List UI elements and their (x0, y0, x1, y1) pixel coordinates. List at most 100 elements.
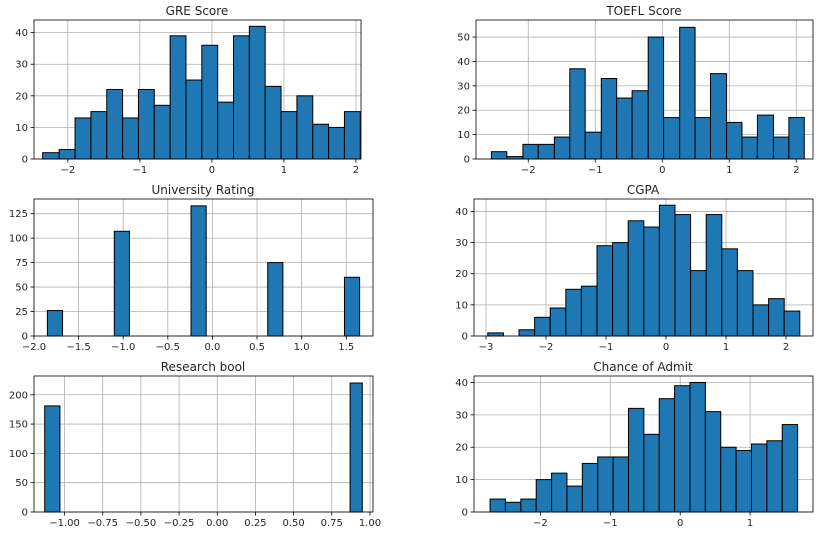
y-tick-label: 10 (455, 475, 468, 486)
histogram-bar (627, 220, 645, 337)
histogram-bar (720, 446, 737, 513)
x-tick-label: 0.25 (244, 518, 266, 529)
histogram-bar (280, 111, 298, 160)
y-tick-label: 10 (457, 130, 470, 141)
histogram-bar (674, 214, 692, 337)
histogram-bar (721, 248, 738, 337)
histogram-bar (612, 242, 629, 337)
histogram-bar (766, 440, 783, 513)
x-tick-label: −1 (133, 165, 148, 176)
histogram-bar (534, 316, 551, 337)
histogram-bar (90, 111, 108, 160)
x-tick-label: −0.25 (164, 518, 195, 529)
y-tick-label: 30 (455, 238, 468, 249)
x-tick-label: 1 (747, 518, 753, 529)
chart-title: University Rating (151, 183, 255, 197)
histogram-bar (756, 114, 774, 160)
histogram-bar (537, 143, 555, 160)
histogram-bar (643, 433, 660, 513)
histogram-bar (735, 449, 752, 513)
histogram-bar (596, 245, 614, 337)
y-tick-label: 0 (462, 332, 468, 343)
histogram-bar (689, 381, 706, 513)
x-tick-label: 1 (726, 165, 732, 176)
axes-frame (33, 375, 374, 513)
histogram-bar (643, 226, 660, 337)
x-tick-label: 0 (209, 165, 215, 176)
y-tick-label: 200 (9, 390, 28, 401)
histogram-bar (741, 136, 758, 160)
histogram-bar (349, 382, 363, 513)
histogram-bar (781, 424, 799, 513)
histogram-bar (549, 307, 567, 337)
y-tick-label: 40 (455, 378, 468, 389)
chart-panel-research-bool: −1.00 −0.75 −0.50 −0.25 0.00 0.25 0.50 0.75 1.00… (9, 360, 381, 529)
x-tick-label: −1 (599, 342, 614, 353)
y-tick-label: 0 (22, 332, 28, 343)
x-tick-label: 0.50 (282, 518, 304, 529)
axes-frame (473, 375, 814, 513)
histogram-bar (750, 443, 768, 513)
y-tick-label: 30 (457, 81, 470, 92)
axes-frame (473, 198, 814, 337)
x-tick-label: −0.75 (87, 518, 118, 529)
histogram-bar (296, 95, 314, 160)
x-tick-label: −2 (539, 342, 554, 353)
histogram-bar (580, 285, 598, 337)
histogram-bar (772, 136, 790, 160)
y-tick-label: 50 (15, 283, 28, 294)
histogram-bar (58, 149, 76, 160)
histogram-bar (581, 462, 599, 513)
y-tick-label: 20 (15, 91, 28, 102)
y-tick-label: 25 (15, 307, 28, 318)
y-tick-label: 30 (15, 60, 28, 71)
histogram-bar (783, 310, 801, 337)
x-tick-label: 0.75 (321, 518, 343, 529)
chart-panel-cgpa: −3 −2 −1 0 1 2 0 10 20 30 40 CGPA (455, 183, 814, 353)
histogram-bar (44, 405, 61, 513)
y-tick-label: 30 (455, 410, 468, 421)
axes-frame (475, 19, 814, 160)
histogram-bar (788, 117, 805, 160)
x-tick-label: 0.0 (204, 342, 220, 353)
histogram-svg: −1.00 −0.75 −0.50 −0.25 0.00 0.25 0.50 0.75 1.00… (9, 375, 381, 529)
histogram-bar (535, 479, 553, 513)
histogram-bar (768, 298, 785, 337)
histogram-bar (487, 332, 504, 337)
histogram-svg: −2.0 −1.5 −1.0 −0.5 0.0 0.5 1.0 1.5 0 25 50 75 100 12… (9, 198, 374, 353)
y-tick-label: 40 (457, 57, 470, 68)
y-tick-label: 40 (455, 207, 468, 218)
histogram-bar (566, 485, 583, 513)
axes-frame (33, 198, 374, 337)
histogram-bar (137, 89, 155, 160)
y-tick-label: 50 (457, 33, 470, 44)
chart-panel-toefl-score: −2 −1 0 1 2 0 10 20 30 40 50 TOEFL Score (457, 4, 814, 176)
y-tick-label: 40 (15, 28, 28, 39)
histogram-bar (504, 501, 522, 513)
histogram-bar (616, 97, 633, 160)
histogram-bar (631, 90, 649, 160)
histogram-bar (113, 230, 130, 337)
histogram-bar (627, 407, 645, 513)
histogram-bar (679, 26, 696, 160)
x-tick-label: 0 (663, 342, 669, 353)
x-tick-label: 2 (783, 342, 789, 353)
x-tick-label: −0.50 (126, 518, 157, 529)
histogram-bar (74, 117, 92, 160)
histogram-bar (264, 85, 282, 160)
y-tick-label: 10 (15, 123, 28, 134)
x-tick-label: 1.00 (359, 518, 381, 529)
x-tick-label: −2 (521, 165, 536, 176)
y-tick-label: 150 (9, 420, 28, 431)
histogram-bar (584, 131, 602, 160)
x-tick-label: 0 (659, 165, 665, 176)
x-tick-label: 1 (723, 342, 729, 353)
y-tick-label: 50 (15, 478, 28, 489)
y-tick-label: 75 (15, 258, 28, 269)
x-tick-label: 0.5 (249, 342, 265, 353)
histogram-bar (490, 151, 508, 160)
